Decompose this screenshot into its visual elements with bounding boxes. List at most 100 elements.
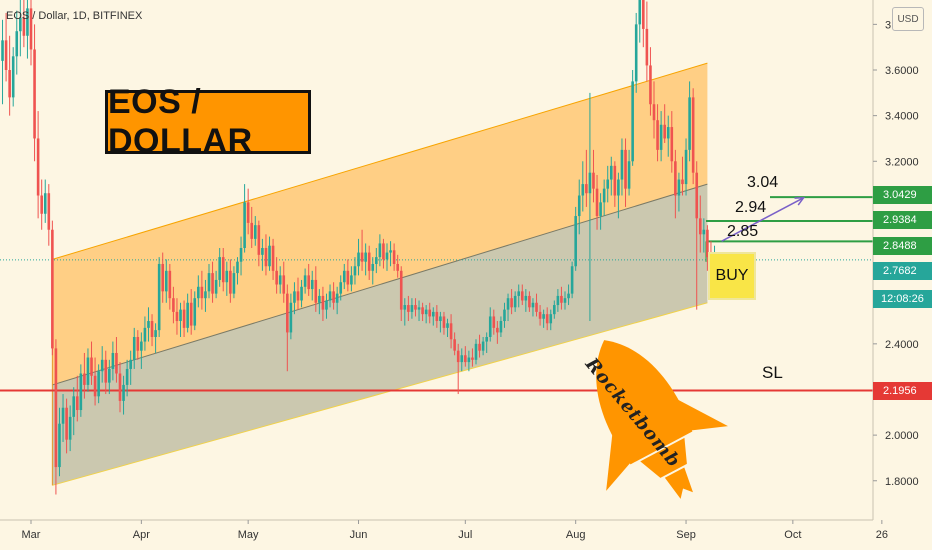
candle-body [567, 293, 570, 299]
candle-body [656, 120, 659, 150]
channel-upper-line [52, 62, 708, 260]
candle-body [207, 273, 211, 292]
candle-body [164, 270, 168, 292]
stop-loss-label: SL [762, 363, 783, 382]
candle-body [624, 149, 627, 189]
candle-body [4, 40, 8, 70]
candle-body [577, 195, 581, 217]
target-label-3-04: 3.04 [747, 174, 779, 191]
candle-body [100, 359, 104, 372]
candle-body [314, 279, 318, 303]
candle-body [478, 343, 481, 351]
candle-body [706, 229, 709, 258]
candle-body [43, 193, 47, 214]
candle-body [417, 307, 421, 310]
candle-body [246, 202, 250, 223]
candle-body [649, 65, 652, 105]
candle-body [268, 245, 271, 267]
candle-body [328, 291, 332, 301]
candle-body [225, 270, 229, 283]
candle-body [442, 316, 446, 328]
candle-body [581, 184, 585, 196]
candle-body [488, 316, 492, 337]
candle-body [83, 373, 86, 385]
candle-body [396, 263, 399, 271]
candle-body [229, 270, 232, 294]
candle-body [360, 252, 364, 262]
candle-body [193, 298, 197, 326]
candle-body [47, 193, 51, 230]
candle-body [382, 243, 385, 260]
candle-body [339, 282, 343, 294]
candle-body [264, 247, 268, 267]
price-tag-2-1956: 2.1956 [873, 382, 932, 400]
candle-body [631, 81, 634, 162]
candle-body [310, 279, 314, 290]
candle-body [609, 165, 613, 180]
candle-body [503, 309, 506, 322]
candle-body [499, 321, 503, 333]
candle-body [414, 305, 417, 310]
candle-body [474, 343, 478, 360]
candle-body [143, 327, 147, 342]
candle-body [65, 407, 68, 440]
candle-body [371, 263, 375, 271]
candle-body [97, 371, 100, 397]
candle-body [399, 270, 403, 310]
price-tag-2-9384: 2.9384 [873, 211, 932, 229]
candle-body [638, 0, 642, 25]
time-axis-label: Mar [22, 529, 41, 541]
candle-body [496, 327, 499, 333]
price-tag-last: 2.7682 [873, 262, 932, 280]
rocket-icon [596, 340, 728, 499]
price-axis-label: 3.4000 [885, 111, 919, 123]
candle-body [510, 298, 513, 308]
price-axis-label: 1.8000 [885, 476, 919, 488]
candle-body [342, 270, 346, 283]
candle-body [232, 273, 236, 294]
symbol-header: EOS / Dollar, 1D, BITFINEX [6, 10, 143, 22]
price-axis-label: 3 [885, 19, 891, 31]
candle-body [698, 218, 702, 235]
candle-body [456, 350, 460, 363]
candle-body [528, 295, 531, 308]
candle-body [157, 263, 161, 331]
candle-body [674, 161, 677, 196]
candle-body [286, 293, 289, 333]
candle-body [172, 298, 175, 312]
candle-body [168, 270, 172, 299]
candle-body [332, 291, 335, 303]
candle-body [129, 359, 132, 369]
candle-body [15, 31, 19, 57]
candle-body [620, 149, 624, 180]
candle-body [471, 357, 474, 360]
candle-body [513, 295, 517, 308]
candle-body [570, 266, 574, 294]
candle-body [197, 286, 200, 299]
candle-body [200, 286, 204, 299]
time-axis-label: Jun [350, 529, 368, 541]
candle-body [325, 300, 328, 310]
candle-body [677, 179, 681, 196]
candle-body [1, 40, 4, 61]
currency-button[interactable]: USD [892, 7, 924, 31]
candle-body [189, 302, 193, 326]
candle-body [599, 202, 602, 217]
candle-body [481, 341, 485, 351]
candle-body [296, 291, 300, 301]
candle-body [353, 266, 357, 276]
candle-body [520, 291, 524, 301]
candle-body [204, 291, 207, 299]
candle-body [58, 423, 61, 468]
candle-body [221, 257, 225, 283]
candle-body [19, 17, 22, 32]
candle-body [79, 373, 83, 411]
candle-body [485, 336, 488, 342]
time-axis-label: Apr [133, 529, 150, 541]
candle-body [261, 247, 264, 255]
candle-body [367, 252, 371, 271]
candle-body [506, 298, 510, 310]
candle-body [90, 357, 93, 376]
candle-body [33, 49, 36, 139]
candle-body [553, 305, 556, 315]
